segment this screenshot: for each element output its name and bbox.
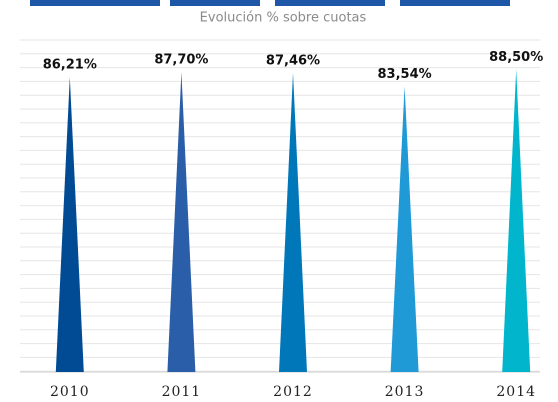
value-label: 83,54%: [378, 67, 432, 82]
value-label: 88,50%: [489, 50, 543, 65]
value-label: 87,46%: [266, 53, 320, 68]
x-tick-label: 2012: [273, 384, 313, 400]
spike-bar: [502, 69, 531, 372]
x-tick-label: 2010: [50, 384, 90, 400]
value-label: 86,21%: [43, 58, 97, 73]
header-decoration: [30, 0, 510, 6]
spike-bar: [167, 72, 196, 372]
x-tick-label: 2011: [162, 384, 202, 400]
value-label: 87,70%: [154, 53, 208, 68]
spike-bar: [279, 72, 307, 372]
spike-bar: [390, 86, 419, 372]
chart-subtitle: Evolución % sobre cuotas: [200, 11, 367, 26]
x-tick-label: 2013: [385, 384, 425, 400]
spike-bar: [55, 77, 84, 372]
x-tick-label: 2014: [496, 384, 536, 400]
